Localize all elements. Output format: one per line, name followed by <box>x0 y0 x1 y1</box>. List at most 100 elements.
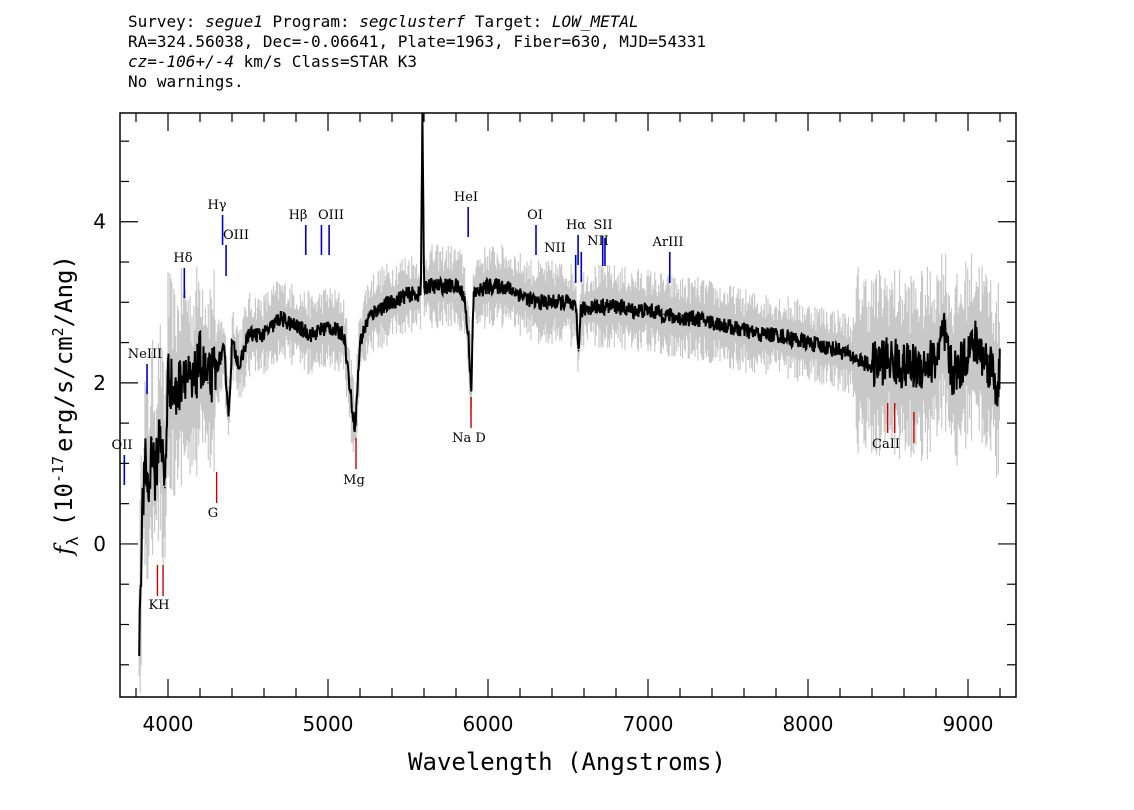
survey-value: segue1 <box>205 12 263 31</box>
flux-point <box>263 333 265 336</box>
flux-point <box>631 309 633 312</box>
flux-point <box>615 305 617 308</box>
y-axis-title-end: /Ang) <box>50 255 78 327</box>
flux-point <box>807 341 809 344</box>
flux-point <box>167 374 169 376</box>
emission-line-label: OII <box>112 438 133 453</box>
flux-point <box>999 365 1001 368</box>
flux-point <box>871 365 873 368</box>
emission-line-label: NII <box>544 241 566 256</box>
flux-point <box>983 357 985 360</box>
flux-point <box>151 438 153 441</box>
flux-point <box>247 333 249 336</box>
flux-point <box>144 462 147 465</box>
flux-point <box>663 313 665 316</box>
flux-point <box>943 333 945 336</box>
flux-point <box>951 374 953 376</box>
absorption-line-label: Na D <box>452 431 486 446</box>
flux-point <box>823 345 825 348</box>
y-axis-title: fλ(10-17erg/s/cm2/Ang) <box>49 255 82 557</box>
flux-point <box>159 422 161 424</box>
flux-point <box>407 293 409 296</box>
x-tick-label: 7000 <box>623 712 674 736</box>
emission-line-label: OIII <box>223 228 249 243</box>
emission-line-label: Hδ <box>173 251 192 266</box>
axis-ticks: 4000 5000 6000 7000 8000 9000 0 2 4 <box>93 113 1016 736</box>
flux-point <box>503 285 505 288</box>
flux-point <box>148 494 150 497</box>
y-tick-label: 0 <box>93 532 106 556</box>
flux-point <box>228 414 230 416</box>
flux-line <box>138 112 1001 657</box>
flux-point <box>839 349 841 352</box>
flux-point <box>295 325 297 328</box>
flux-point <box>991 365 993 368</box>
flux-point <box>239 365 241 368</box>
flux-point <box>711 321 713 324</box>
program-label: Program: <box>272 12 350 31</box>
x-tick-label: 6000 <box>463 712 514 736</box>
flux-point <box>375 309 377 312</box>
header-line-2: RA=324.56038, Dec=-0.06641, Plate=1963, … <box>128 32 706 51</box>
flux-point <box>463 293 465 296</box>
flux-point <box>191 390 193 392</box>
target-label: Target: <box>474 12 543 31</box>
flux-point <box>327 325 329 328</box>
y-axis-title-units: erg/s/cm <box>50 336 78 452</box>
absorption-line-label: G <box>208 506 218 521</box>
flux-point <box>591 305 593 308</box>
flux-point <box>420 293 422 296</box>
y-axis-title-sub: λ <box>63 536 82 546</box>
header-line-1: Survey: segue1 Program: segclusterf Targ… <box>128 12 1008 32</box>
flux-point <box>359 341 361 344</box>
cz-rest: km/s Class=STAR K3 <box>243 52 417 71</box>
absorption-line-label: Mg <box>343 473 365 488</box>
flux-point <box>743 329 745 332</box>
error-band <box>138 113 1000 693</box>
flux-point <box>695 317 697 320</box>
emission-line-label: ArIII <box>651 235 683 250</box>
flux-point <box>455 285 457 288</box>
flux-point <box>207 382 209 384</box>
flux-point <box>959 365 961 368</box>
flux-point <box>391 301 393 304</box>
flux-point <box>472 293 475 296</box>
flux-point <box>887 357 889 360</box>
flux-point <box>183 365 185 368</box>
absorption-line-label: KH <box>148 598 169 613</box>
flux-point <box>967 349 969 352</box>
flux-point <box>175 398 177 400</box>
flux-point <box>354 426 357 429</box>
emission-line-label: OIII <box>318 208 344 223</box>
flux-point <box>423 285 425 288</box>
absorption-line-label: CaII <box>872 437 900 452</box>
flux-point <box>903 365 905 368</box>
emission-line-label: NII <box>587 234 609 249</box>
flux-point <box>975 341 977 344</box>
cz-value: -106+/-4 <box>156 52 234 71</box>
emission-line-label: Hγ <box>207 198 226 213</box>
y-axis-title-exp: -17 <box>49 456 67 483</box>
flux-point <box>231 341 233 344</box>
y-tick-label: 2 <box>93 371 106 395</box>
x-tick-label: 9000 <box>943 712 994 736</box>
emission-line-label: HeI <box>454 190 478 205</box>
emission-line-label: Hβ <box>289 208 308 223</box>
header-line-3: cz=-106+/-4 km/s Class=STAR K3 <box>128 52 1008 72</box>
flux-point <box>855 357 857 360</box>
flux-point <box>311 333 313 336</box>
flux-point <box>439 285 441 288</box>
target-value: LOW_METAL <box>551 12 639 31</box>
plot-frame <box>119 112 1017 698</box>
flux-point <box>535 301 537 304</box>
flux-point <box>164 486 166 489</box>
flux-point <box>996 390 998 392</box>
flux-point <box>577 349 580 352</box>
flux-point <box>351 406 353 408</box>
flux-point <box>679 317 681 320</box>
emission-line-label: NeIII <box>128 347 162 362</box>
flux-point <box>775 333 777 336</box>
spectrum-header: Survey: segue1 Program: segclusterf Targ… <box>128 12 1008 92</box>
